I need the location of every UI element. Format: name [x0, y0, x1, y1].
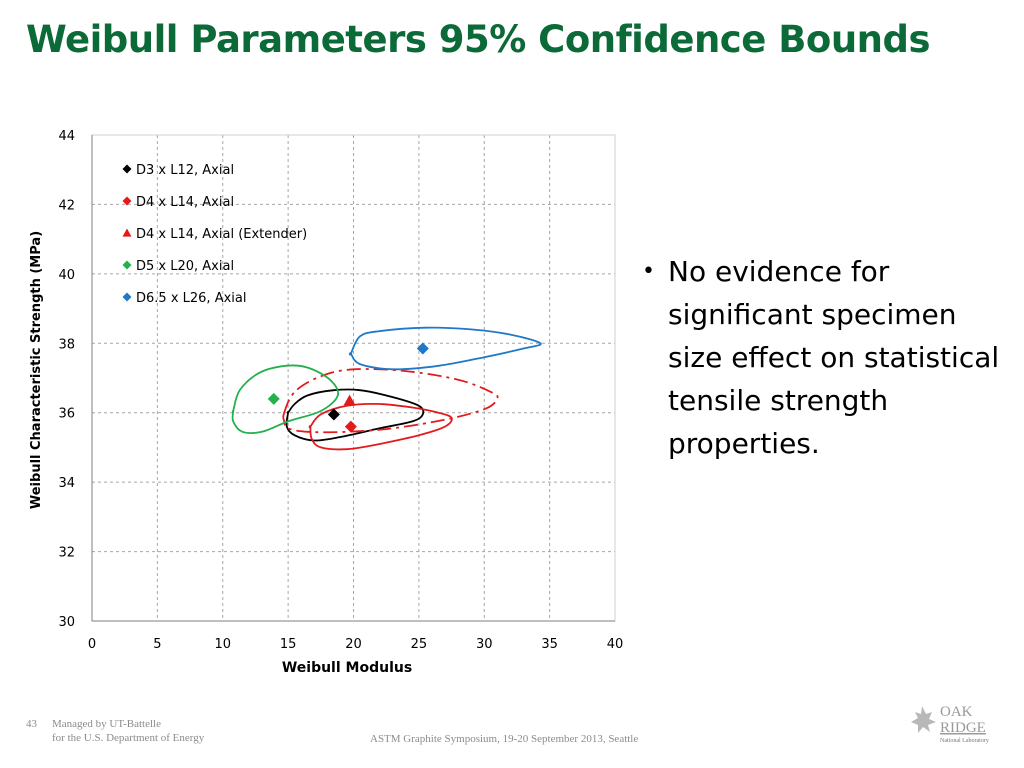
legend-marker-2 [122, 228, 132, 237]
confidence-bound-3 [231, 364, 339, 434]
legend-label-3: D5 x L20, Axial [136, 259, 234, 274]
y-tick-label: 34 [58, 476, 75, 491]
chart-axes: 0 5 10 15 20 25 30 35 40 30 32 34 36 38 40 42 44 [58, 129, 623, 652]
data-point-4 [416, 342, 429, 355]
y-tick-label: 44 [58, 129, 75, 144]
legend-label-2: D4 x L14, Axial (Extender) [136, 227, 307, 242]
legend-label-4: D6.5 x L26, Axial [136, 291, 246, 306]
x-tick-label: 35 [541, 637, 558, 652]
event-caption: ASTM Graphite Symposium, 19-20 September… [370, 733, 639, 745]
managed-by-line-2: for the U.S. Department of Energy [52, 732, 205, 744]
y-tick-label: 38 [58, 337, 75, 352]
data-points [267, 342, 429, 433]
y-tick-label: 42 [58, 198, 75, 213]
confidence-bound-4 [348, 326, 542, 371]
logo-oak: OAK [940, 704, 973, 720]
confidence-bound-0 [285, 388, 425, 442]
x-tick-label: 0 [88, 637, 96, 652]
data-point-3 [267, 392, 280, 405]
x-tick-label: 20 [345, 637, 362, 652]
bullet-text: No evidence for significant specimen siz… [668, 255, 1000, 460]
legend-marker-1 [122, 196, 132, 206]
x-tick-label: 5 [153, 637, 161, 652]
bullet-marker: • [642, 259, 655, 284]
legend-marker-3 [122, 260, 132, 270]
x-tick-label: 15 [280, 637, 297, 652]
x-tick-label: 25 [411, 637, 428, 652]
y-axis-label: Weibull Characteristic Strength (MPa) [29, 231, 44, 509]
legend-label-0: D3 x L12, Axial [136, 163, 234, 178]
legend-marker-0 [122, 164, 132, 174]
y-tick-label: 40 [58, 268, 75, 283]
logo-national-laboratory: National Laboratory [940, 738, 989, 744]
x-tick-label: 40 [607, 637, 624, 652]
managed-by-line-1: Managed by UT-Battelle [52, 718, 161, 730]
legend-marker-4 [122, 292, 132, 302]
logo-ridge: RIDGE [940, 720, 986, 736]
slide-title: Weibull Parameters 95% Confidence Bounds [26, 18, 931, 61]
x-tick-label: 30 [476, 637, 493, 652]
x-tick-label: 10 [214, 637, 231, 652]
confidence-bound-2 [282, 368, 499, 434]
data-point-2 [343, 394, 356, 406]
confidence-bound-1 [308, 403, 453, 451]
page-number: 43 [26, 718, 37, 730]
y-tick-label: 36 [58, 407, 75, 422]
chart-legend: D3 x L12, Axial D4 x L14, Axial D4 x L14, … [122, 163, 307, 306]
legend-label-1: D4 x L14, Axial [136, 195, 234, 210]
y-tick-label: 32 [58, 546, 75, 561]
data-point-1 [344, 420, 357, 433]
y-tick-label: 30 [58, 615, 75, 630]
data-point-0 [327, 408, 340, 421]
leaf-icon [911, 706, 936, 733]
confidence-bounds [231, 326, 542, 451]
oak-ridge-logo: OAK RIDGE National Laboratory [911, 704, 989, 744]
x-axis-label: Weibull Modulus [282, 660, 412, 676]
